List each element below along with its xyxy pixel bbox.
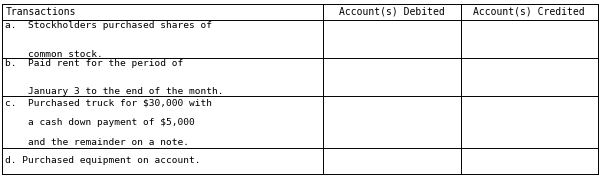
Text: common stock.: common stock. [5,49,103,59]
Text: Account(s) Debited: Account(s) Debited [339,7,445,17]
Text: a cash down payment of $5,000: a cash down payment of $5,000 [5,118,195,127]
Text: January 3 to the end of the month.: January 3 to the end of the month. [5,87,224,96]
Text: a.  Stockholders purchased shares of: a. Stockholders purchased shares of [5,21,212,30]
Text: Account(s) Credited: Account(s) Credited [473,7,585,17]
Text: Transactions: Transactions [5,7,76,17]
Text: c.  Purchased truck for $30,000 with: c. Purchased truck for $30,000 with [5,99,212,108]
Text: b.  Paid rent for the period of: b. Paid rent for the period of [5,59,184,68]
Text: d. Purchased equipment on account.: d. Purchased equipment on account. [5,156,201,165]
Text: and the remainder on a note.: and the remainder on a note. [5,138,190,147]
